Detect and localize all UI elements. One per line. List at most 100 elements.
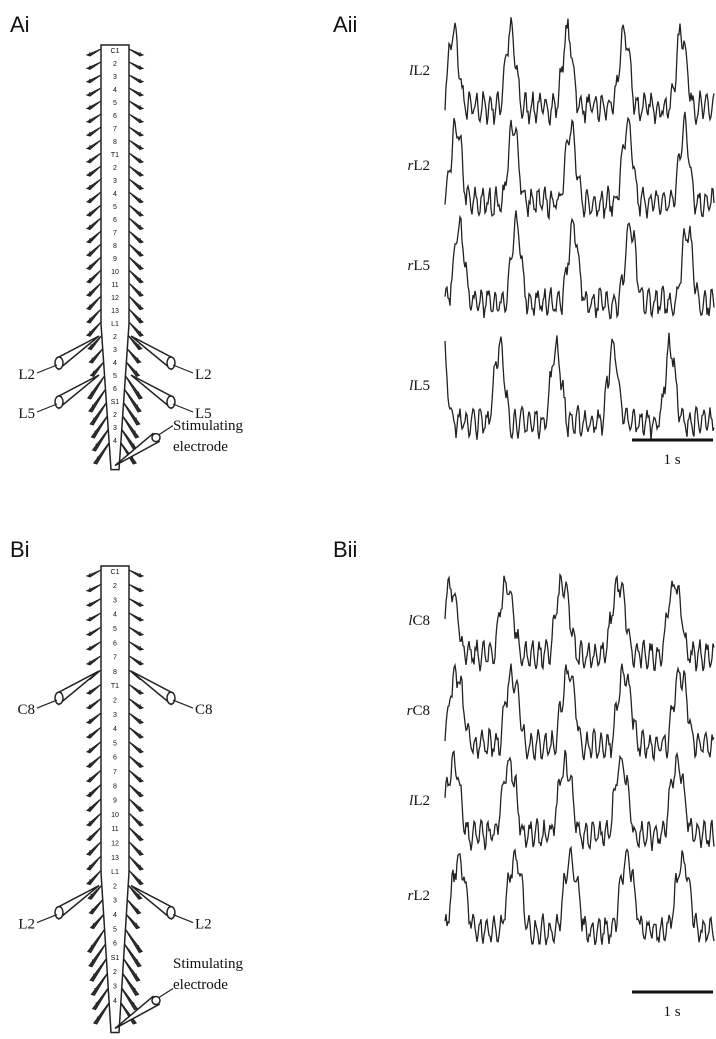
trace-name: C8 bbox=[412, 703, 430, 719]
segment-label: 2 bbox=[113, 583, 117, 590]
trace-name: L2 bbox=[413, 63, 430, 79]
electrode-holder bbox=[54, 356, 64, 370]
nerve-root bbox=[85, 755, 102, 769]
nerve-root bbox=[86, 282, 102, 297]
electrode-holder bbox=[54, 905, 64, 920]
segment-label: L1 bbox=[111, 869, 119, 876]
trace-name: C8 bbox=[412, 613, 430, 629]
segment-label: 3 bbox=[113, 425, 117, 432]
stimulating-label: Stimulating bbox=[173, 956, 244, 972]
nerve-root bbox=[128, 282, 144, 297]
nerve-root bbox=[90, 970, 110, 997]
nerve-root bbox=[128, 655, 145, 666]
nerve-root bbox=[128, 256, 145, 271]
nerve-root bbox=[86, 321, 102, 337]
segment-label: C1 bbox=[111, 569, 120, 576]
nerve-root bbox=[86, 308, 102, 324]
segment-label: 9 bbox=[113, 256, 117, 263]
segment-label: 3 bbox=[113, 712, 117, 719]
nerve-root bbox=[85, 230, 102, 244]
segment-label: 7 bbox=[113, 126, 117, 133]
nerve-root bbox=[128, 812, 144, 827]
segment-label: S1 bbox=[111, 399, 120, 406]
nerve-root bbox=[128, 726, 145, 739]
nerve-root bbox=[85, 191, 102, 204]
nerve-root bbox=[128, 855, 144, 871]
nerve-root bbox=[92, 438, 113, 465]
segment-label: 2 bbox=[113, 334, 117, 341]
nerve-root bbox=[128, 61, 145, 70]
electrode-holder bbox=[166, 691, 176, 705]
scale-bar-label: 1 s bbox=[663, 1004, 680, 1020]
nerve-root bbox=[128, 139, 145, 151]
segment-label: T1 bbox=[111, 683, 119, 690]
nerve-root bbox=[88, 386, 108, 413]
segment-label: 4 bbox=[113, 726, 117, 733]
nerve-root bbox=[128, 769, 145, 783]
electrode-wire bbox=[36, 699, 58, 709]
segment-label: L1 bbox=[111, 321, 119, 328]
electrode-label: L5 bbox=[18, 406, 35, 422]
segment-label: 3 bbox=[113, 178, 117, 185]
nerve-root bbox=[85, 178, 102, 191]
nerve-root bbox=[128, 269, 144, 284]
segment-label: 4 bbox=[113, 612, 117, 619]
nerve-root bbox=[87, 334, 103, 351]
nerve-root bbox=[128, 841, 144, 856]
nerve-root bbox=[128, 798, 145, 812]
stimulating-holder bbox=[151, 995, 161, 1006]
stimulating-wire bbox=[158, 425, 174, 436]
electrode-wire bbox=[172, 914, 194, 924]
segment-label: 5 bbox=[113, 626, 117, 633]
nerve-root bbox=[128, 113, 145, 124]
nerve-root bbox=[128, 87, 145, 97]
segment-label: 2 bbox=[113, 412, 117, 419]
spinal-cord bbox=[100, 565, 130, 1034]
nerve-root bbox=[85, 243, 102, 257]
scale-bar-label: 1 s bbox=[663, 452, 680, 468]
stimulating-label: Stimulating bbox=[173, 418, 244, 434]
segment-label: 4 bbox=[113, 912, 117, 919]
nerve-root bbox=[128, 827, 144, 842]
trace-side: r bbox=[407, 258, 413, 274]
nerve-root bbox=[128, 74, 145, 84]
nerve-root bbox=[91, 425, 112, 452]
nerve-root bbox=[85, 74, 102, 84]
nerve-root bbox=[126, 347, 142, 364]
segment-label: 4 bbox=[113, 438, 117, 445]
trace-label: lL2 bbox=[409, 63, 430, 79]
segment-label: 5 bbox=[113, 926, 117, 933]
electrode-wire bbox=[36, 914, 58, 924]
segment-label: 4 bbox=[113, 191, 117, 198]
electrode-wire bbox=[172, 403, 194, 413]
nerve-root bbox=[128, 165, 145, 177]
nerve-root bbox=[128, 683, 145, 695]
electrode-holder bbox=[166, 356, 176, 370]
nerve-root bbox=[88, 898, 104, 915]
nerve-root bbox=[128, 321, 144, 337]
segment-label: 2 bbox=[113, 165, 117, 172]
nerve-root bbox=[127, 884, 143, 900]
trace-label: rL2 bbox=[407, 888, 430, 904]
segment-label: 6 bbox=[113, 755, 117, 762]
nerve-root bbox=[85, 48, 102, 57]
electrode-wire bbox=[172, 699, 194, 709]
nerve-root bbox=[127, 334, 143, 351]
trace-label: rL5 bbox=[407, 258, 430, 274]
stimulating-holder bbox=[151, 432, 161, 443]
nerve-root bbox=[121, 955, 141, 982]
nerve-root bbox=[128, 100, 145, 110]
segment-label: 4 bbox=[113, 360, 117, 367]
segment-label: 8 bbox=[113, 139, 117, 146]
nerve-root bbox=[123, 927, 144, 954]
nerve-root bbox=[85, 784, 102, 798]
nerve-root bbox=[89, 399, 109, 426]
nerve-root bbox=[128, 784, 145, 798]
nerve-root bbox=[85, 726, 102, 739]
nerve-root bbox=[86, 855, 102, 871]
trace-label: lC8 bbox=[408, 613, 430, 629]
nerve-root bbox=[124, 360, 141, 377]
trace-side: r bbox=[407, 158, 413, 174]
nerve-root bbox=[128, 230, 145, 244]
segment-label: 3 bbox=[113, 984, 117, 991]
